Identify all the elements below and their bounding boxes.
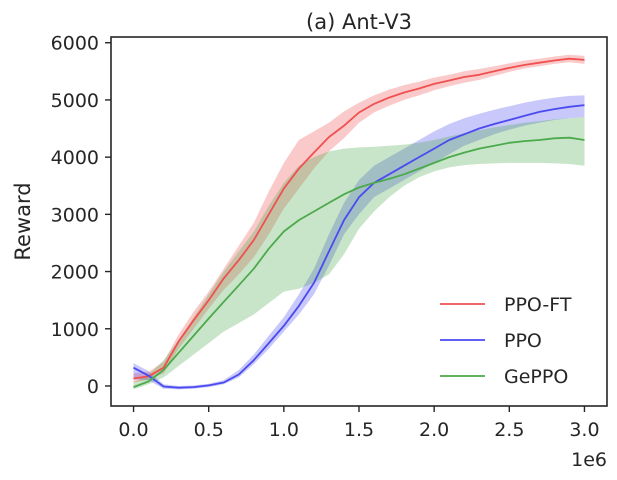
y-tick-label: 4000 [51,147,99,169]
x-tick-label: 2.5 [494,419,524,441]
legend-label: PPO [504,330,542,352]
series-lines [133,57,585,389]
confidence-bands [133,54,585,390]
legend-label: GePPO [504,366,568,388]
y-tick-label: 2000 [51,262,99,284]
band-geppo [133,117,585,390]
line-ppo-ft [133,57,585,380]
x-axis-ticks: 0.0 0.5 1.0 1.5 2.0 2.5 3.0 [118,406,600,441]
x-tick-label: 2.0 [419,419,449,441]
legend: PPO-FT PPO GePPO [440,294,572,388]
y-axis-label: Reward [11,182,35,260]
x-tick-label: 1.5 [344,419,374,441]
y-tick-label: 5000 [51,90,99,112]
chart-title: (a) Ant-V3 [306,10,412,34]
x-axis-offset-label: 1e6 [571,449,607,471]
y-tick-label: 0 [87,376,99,398]
band-ppo-ft [133,54,585,383]
y-tick-label: 1000 [51,319,99,341]
x-tick-label: 0.5 [194,419,224,441]
x-tick-label: 1.0 [269,419,299,441]
line-geppo [133,136,585,388]
legend-label: PPO-FT [504,294,572,316]
x-tick-label: 3.0 [569,419,599,441]
y-axis-ticks: 0 1000 2000 3000 4000 5000 6000 [51,33,111,398]
y-tick-label: 6000 [51,33,99,55]
y-tick-label: 3000 [51,204,99,226]
x-tick-label: 0.0 [118,419,148,441]
line-ppo [133,104,585,389]
